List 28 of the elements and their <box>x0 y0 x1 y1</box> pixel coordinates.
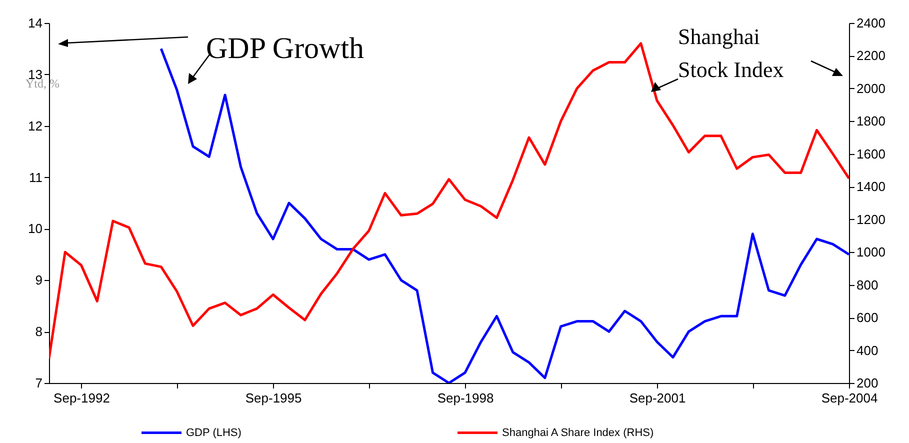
y2-tick-label: 1800 <box>856 114 886 129</box>
y-tick-label: 11 <box>29 170 42 185</box>
legend-label: Shanghai A Share Index (RHS) <box>502 426 654 439</box>
y2-tick-label: 2400 <box>856 16 886 30</box>
y-tick-label: 10 <box>28 221 42 236</box>
y-tick-label: 9 <box>35 272 42 288</box>
x-tick-label: Sep-1995 <box>245 390 302 406</box>
y2-tick-label: 1400 <box>856 179 886 194</box>
x-tick-label: Sep-2004 <box>821 390 878 406</box>
y-tick-label: 7 <box>35 376 42 390</box>
y-tick-label: 14 <box>28 16 42 30</box>
y-tick-label: 8 <box>35 324 42 340</box>
y2-tick-label: 400 <box>856 342 878 358</box>
y2-tick-label: 600 <box>856 310 878 326</box>
x-tick-label: Sep-1998 <box>437 390 494 406</box>
annotation: GDP Growth <box>206 32 364 65</box>
y2-tick-label: 1200 <box>856 212 886 227</box>
y2-tick-label: 2200 <box>856 48 886 64</box>
y2-tick-label: 2000 <box>856 80 886 96</box>
y2-tick-label: 1000 <box>856 244 886 260</box>
x-tick-label: Sep-2001 <box>629 390 686 406</box>
y2-tick-label: 800 <box>856 277 878 292</box>
annotation: Shanghai Stock Index <box>678 24 784 82</box>
x-tick-label: Sep-1992 <box>54 390 110 406</box>
y2-tick-label: 1600 <box>856 146 886 162</box>
y-tick-label: 12 <box>28 118 42 134</box>
y2-tick-label: 200 <box>856 376 878 390</box>
legend-label: GDP (LHS) <box>186 426 242 439</box>
